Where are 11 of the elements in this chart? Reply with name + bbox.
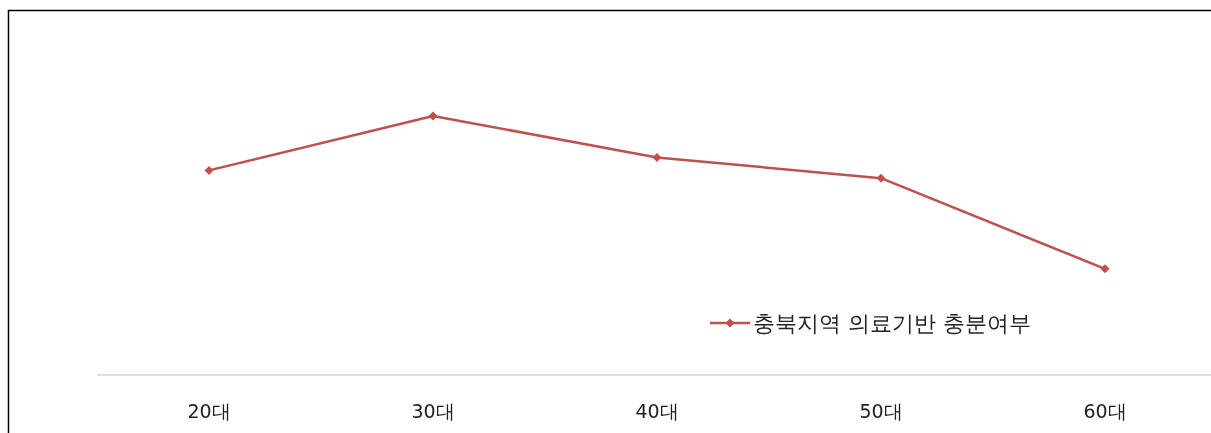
x-tick-label: 20대 <box>187 400 231 422</box>
x-tick-label: 30대 <box>411 400 455 422</box>
x-tick-label: 40대 <box>635 400 679 422</box>
x-tick-label: 60대 <box>1083 400 1127 422</box>
point <box>876 173 886 183</box>
legend-label: 충북지역 의료기반 충분여부 <box>753 311 1031 336</box>
point <box>428 111 438 121</box>
point <box>652 152 662 162</box>
point <box>204 165 214 175</box>
x-tick-label: 50대 <box>859 400 903 422</box>
point <box>1100 264 1110 274</box>
